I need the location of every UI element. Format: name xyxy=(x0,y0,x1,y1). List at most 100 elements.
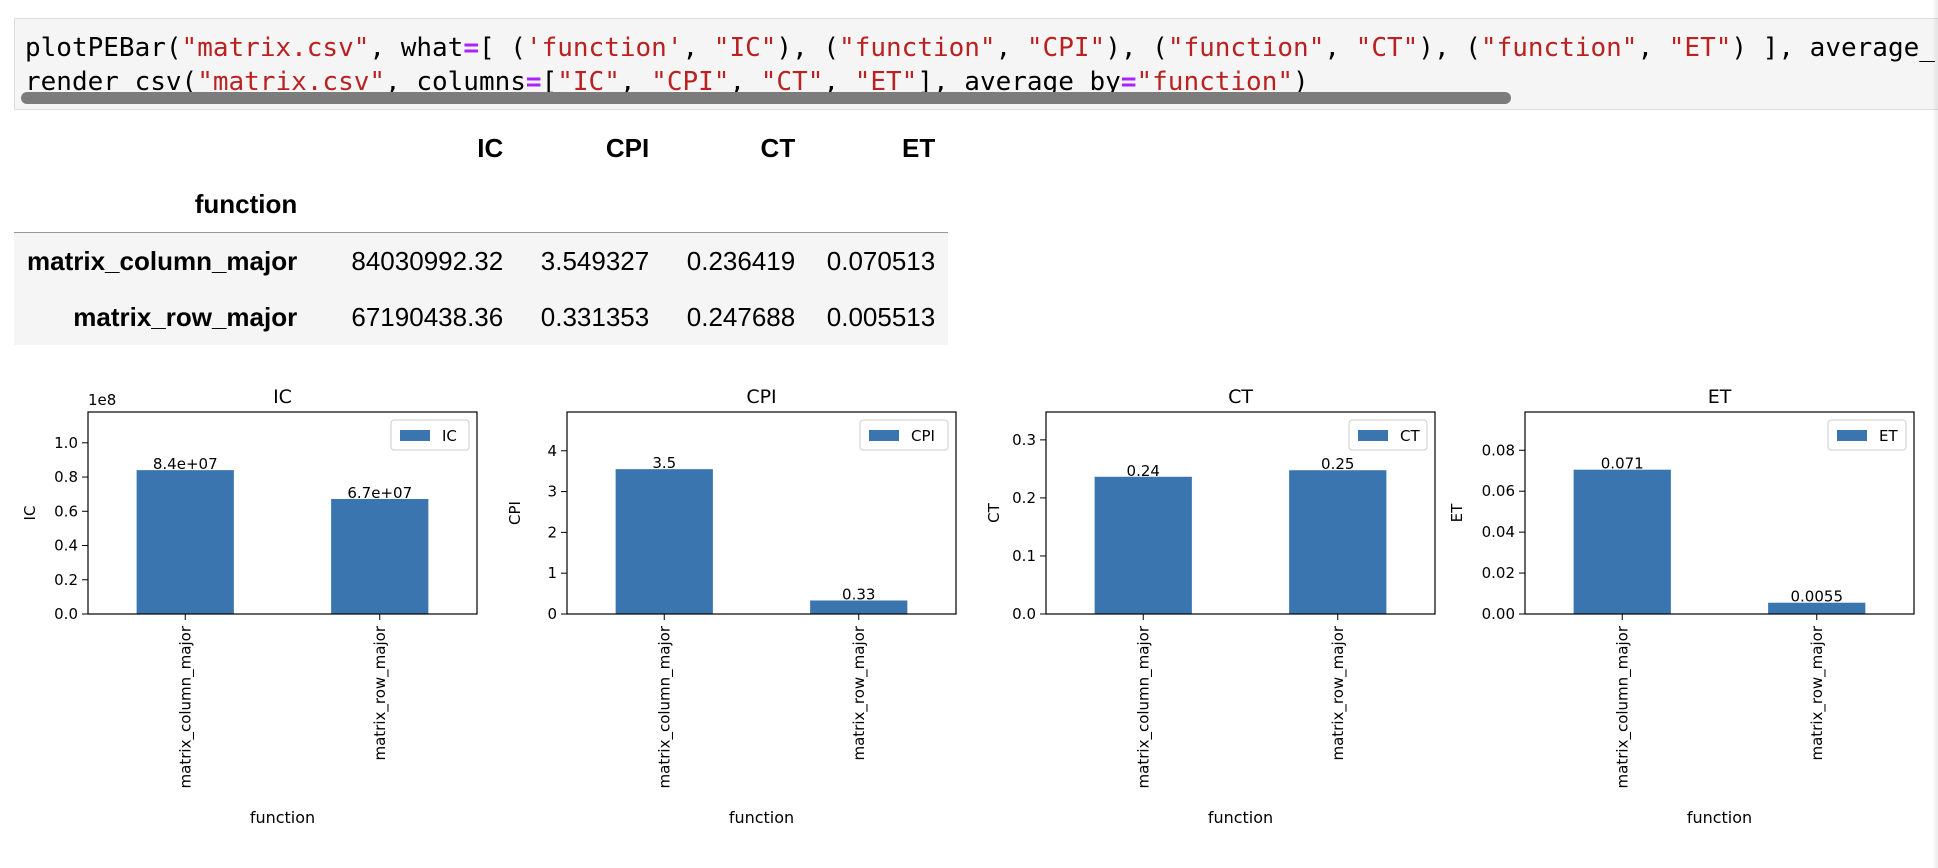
table-index-name-row: function xyxy=(14,176,949,233)
plot-frame xyxy=(87,411,478,615)
code-token: ), ( xyxy=(776,33,840,63)
code-token: plotPEBar( xyxy=(25,33,182,63)
index-name: function xyxy=(14,176,311,233)
axis-offset-label: 1e8 xyxy=(88,391,116,409)
code-token: , xyxy=(682,33,714,63)
code-cell[interactable]: plotPEBar("matrix.csv", what=[ ('functio… xyxy=(14,18,1938,110)
bar xyxy=(1768,602,1866,614)
code-token: ) xyxy=(1293,67,1309,97)
bar-value-label: 8.4e+07 xyxy=(153,455,218,473)
y-tick-label: 0.0 xyxy=(1012,605,1036,623)
code-token: "ET" xyxy=(1668,33,1732,63)
bar-value-label: 6.7e+07 xyxy=(347,484,412,502)
y-axis-label: IC xyxy=(21,506,39,521)
table-cell: 0.236419 xyxy=(686,245,796,276)
code-token: [ ( xyxy=(478,33,526,63)
x-tick-label: matrix_column_major xyxy=(1134,625,1153,788)
code-token: "IC" xyxy=(713,33,777,63)
table-cell: 0.247688 xyxy=(686,301,796,332)
code-token: = xyxy=(463,33,479,63)
legend-label: CT xyxy=(1400,427,1420,445)
code-token: , what xyxy=(369,33,464,63)
x-axis-label: function xyxy=(1208,808,1273,827)
x-axis-label: function xyxy=(250,808,315,827)
x-tick-label: matrix_column_major xyxy=(176,625,195,788)
legend-swatch xyxy=(869,430,899,441)
y-tick-label: 0.0 xyxy=(54,605,78,623)
code-token: "CPI" xyxy=(1026,33,1106,63)
bar xyxy=(331,498,429,614)
bar-value-label: 0.25 xyxy=(1321,455,1354,473)
x-tick-label: matrix_column_major xyxy=(655,625,674,788)
legend-box xyxy=(859,419,949,451)
y-tick-label: 2 xyxy=(547,523,557,541)
code-token: "CT" xyxy=(1355,33,1419,63)
x-tick-label: matrix_row_major xyxy=(371,625,390,760)
bar-value-label: 3.5 xyxy=(652,454,676,472)
bar-value-label: 0.0055 xyxy=(1791,588,1844,606)
code-token: [ xyxy=(541,67,558,97)
y-tick-label: 0.08 xyxy=(1482,441,1515,459)
y-tick-label: 0.2 xyxy=(54,571,78,589)
column-header: ET xyxy=(901,132,936,163)
legend-swatch xyxy=(1358,430,1388,441)
horizontal-scrollbar[interactable] xyxy=(21,92,1511,104)
y-tick-label: 0.8 xyxy=(54,468,78,486)
y-tick-label: 0.02 xyxy=(1482,564,1515,582)
code-token: "matrix.csv" xyxy=(181,33,370,63)
column-header: CT xyxy=(760,132,796,163)
table-header-row: IC CPI CT ET xyxy=(14,120,948,176)
row-label: matrix_column_major xyxy=(27,245,298,276)
y-axis-label: ET xyxy=(1448,503,1466,522)
table-cell: 84030992.32 xyxy=(351,245,504,276)
code-token: ), ( xyxy=(1105,33,1168,63)
chart-title: CT xyxy=(1228,386,1253,408)
x-tick-label: matrix_row_major xyxy=(850,625,869,760)
legend-swatch xyxy=(1837,430,1867,441)
legend-swatch xyxy=(400,430,430,441)
x-tick-label: matrix_row_major xyxy=(1808,625,1827,760)
y-tick-label: 4 xyxy=(547,442,557,460)
x-tick-label: matrix_row_major xyxy=(1329,625,1348,760)
code-line-2[interactable]: render_csv("matrix.csv", columns=["IC", … xyxy=(25,67,1309,97)
bar xyxy=(1573,469,1671,614)
code-token: , xyxy=(1324,33,1356,63)
x-axis-label: function xyxy=(1687,808,1752,827)
y-tick-label: 0.4 xyxy=(54,537,78,555)
y-tick-label: 0 xyxy=(547,605,557,623)
column-header: IC xyxy=(477,132,504,163)
legend-label: IC xyxy=(442,427,457,445)
chart-title: CPI xyxy=(746,386,776,408)
y-tick-label: 0.06 xyxy=(1482,482,1515,500)
table-cell: 0.070513 xyxy=(826,245,936,276)
chart-title: IC xyxy=(273,386,292,408)
y-tick-label: 1 xyxy=(547,564,557,582)
table-corner xyxy=(14,120,310,176)
table-cell: 3.549327 xyxy=(540,245,650,276)
code-token: , xyxy=(995,33,1027,63)
bar-value-label: 0.071 xyxy=(1601,455,1644,473)
code-token: = xyxy=(1120,67,1137,97)
bar xyxy=(810,600,908,614)
code-token: , xyxy=(823,67,855,97)
bar xyxy=(1289,470,1387,614)
charts-output: 8.4e+07 matrix_column_major 6.7e+07 matrix_… xyxy=(0,372,1938,852)
bar-value-label: 0.33 xyxy=(842,585,875,603)
legend-label: CPI xyxy=(911,427,935,445)
chart-title: ET xyxy=(1708,386,1732,408)
y-tick-label: 0.00 xyxy=(1482,605,1515,623)
bar-charts-figure: 8.4e+07 matrix_column_major 6.7e+07 matrix_… xyxy=(21,386,1915,827)
y-tick-label: 1.0 xyxy=(54,434,78,452)
legend-label: ET xyxy=(1879,427,1898,445)
y-axis-label: CT xyxy=(985,502,1003,522)
y-tick-label: 0.2 xyxy=(1012,489,1036,507)
bar xyxy=(615,469,713,614)
plot-frame xyxy=(1524,411,1915,615)
y-tick-label: 0.3 xyxy=(1012,431,1036,449)
y-axis-label: CPI xyxy=(506,501,524,525)
plot-frame xyxy=(566,411,957,615)
row-label: matrix_row_major xyxy=(73,301,298,332)
code-line-1[interactable]: plotPEBar("matrix.csv", what=[ ('functio… xyxy=(25,33,1935,63)
right-edge-shadow xyxy=(1932,0,1938,868)
bar xyxy=(136,470,234,614)
